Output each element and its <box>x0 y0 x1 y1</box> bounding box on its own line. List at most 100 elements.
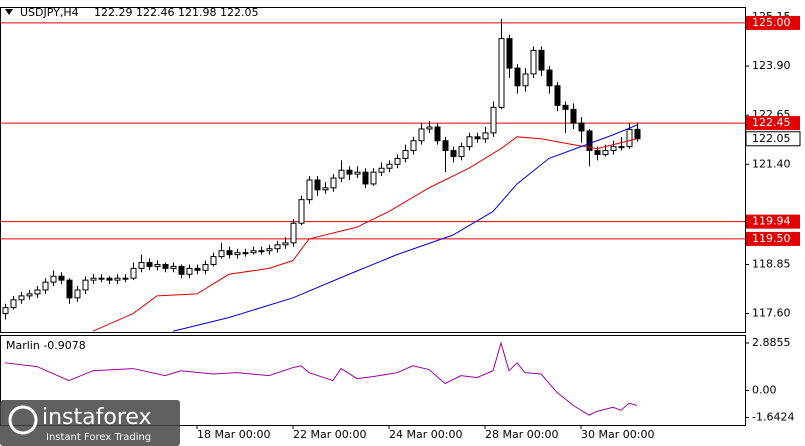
y-tick-label: 118.85 <box>752 257 791 270</box>
candle-body <box>394 157 401 165</box>
candle-body <box>362 171 369 185</box>
candle-body <box>74 289 81 299</box>
candle-body <box>250 250 257 254</box>
y-tick-label: 123.90 <box>752 59 791 72</box>
candle-body <box>466 136 473 148</box>
candle-body <box>610 146 617 152</box>
x-tick-label: 30 Mar 00:00 <box>581 428 654 441</box>
candle-body <box>170 265 177 269</box>
candle-body <box>530 49 537 75</box>
candle-body <box>418 128 425 142</box>
indicator-panel <box>0 335 746 426</box>
y-tick-label: 121.40 <box>752 157 791 170</box>
candle-body <box>570 108 577 124</box>
candle-body <box>522 73 529 87</box>
candle-body <box>226 250 233 256</box>
moving-average <box>172 124 638 332</box>
candle-body <box>314 179 321 191</box>
level-label: 119.94 <box>752 215 791 228</box>
candle-body <box>490 106 497 134</box>
candle-body <box>98 277 105 280</box>
candle-body <box>458 146 465 157</box>
close-price: 122.05 <box>220 6 259 19</box>
price-label: 122.05 <box>752 132 791 145</box>
candle-body <box>586 130 593 152</box>
candle-body <box>50 275 57 283</box>
candle-body <box>546 69 553 87</box>
candle-body <box>202 263 209 271</box>
candle-body <box>122 277 129 280</box>
candle-body <box>426 126 433 130</box>
low-price: 121.98 <box>178 6 217 19</box>
candle-body <box>354 171 361 175</box>
candle-body <box>282 242 289 246</box>
candle-body <box>242 252 249 255</box>
candle-body <box>298 199 305 224</box>
indicator-line <box>4 341 638 416</box>
candle-body <box>562 104 569 110</box>
candle-body <box>114 277 121 281</box>
level-label-bg <box>746 214 800 229</box>
symbol: USDJPY,H4 <box>20 6 79 19</box>
watermark-logo <box>8 405 38 435</box>
candle-body <box>322 187 329 191</box>
candle-body <box>106 277 113 281</box>
candle-body <box>146 261 153 267</box>
moving-average <box>92 136 638 332</box>
candle-body <box>58 275 65 281</box>
x-tick-label: 18 Mar 00:00 <box>197 428 270 441</box>
candle-body <box>346 169 353 175</box>
price-panel <box>0 7 746 333</box>
candle-body <box>450 150 457 157</box>
candle-body <box>434 126 441 142</box>
candle-body <box>578 122 585 132</box>
candle-body <box>474 136 481 140</box>
price-label-bg <box>745 131 801 147</box>
candle-body <box>482 132 489 140</box>
candle-body <box>506 38 513 69</box>
candle-body <box>618 146 625 149</box>
candle-body <box>10 299 17 309</box>
level-label: 122.45 <box>752 116 791 129</box>
candle-body <box>626 128 633 148</box>
y-tick-label: 117.60 <box>752 307 791 320</box>
candle-body <box>2 307 9 315</box>
candle-body <box>82 279 89 291</box>
candle-body <box>218 250 225 258</box>
candle-body <box>634 128 641 140</box>
level-label: 125.00 <box>752 16 791 29</box>
candle-body <box>266 248 273 252</box>
level-label-bg <box>746 231 800 246</box>
candle-body <box>34 289 41 295</box>
candle-body <box>186 267 193 275</box>
candle-body <box>554 85 561 106</box>
candle-body <box>602 150 609 155</box>
candle-body <box>370 171 377 185</box>
high-price: 122.46 <box>136 6 175 19</box>
candle-body <box>274 244 281 250</box>
candle-body <box>338 169 345 179</box>
candle-body <box>178 265 185 275</box>
x-tick-label: 28 Mar 00:00 <box>485 428 558 441</box>
x-tick-label: 22 Mar 00:00 <box>293 428 366 441</box>
level-label: 119.50 <box>752 232 791 245</box>
candle-body <box>66 279 73 299</box>
level-label-bg <box>746 116 800 131</box>
candle-body <box>258 250 265 253</box>
candle-body <box>402 150 409 159</box>
watermark-brand: instaforex <box>42 405 152 430</box>
candle-body <box>378 167 385 173</box>
candle-body <box>386 163 393 169</box>
candle-body <box>18 295 25 301</box>
candle-body <box>42 281 49 291</box>
candle-body <box>290 222 297 244</box>
candle-body <box>210 256 217 265</box>
candle-body <box>234 252 241 256</box>
candle-body <box>514 67 521 87</box>
watermark-tagline: Instant Forex Trading <box>46 432 151 443</box>
candle-body <box>194 267 201 271</box>
candle-body <box>130 267 137 279</box>
x-tick-label: 24 Mar 00:00 <box>389 428 462 441</box>
watermark: instaforex Instant Forex Trading <box>0 400 180 446</box>
